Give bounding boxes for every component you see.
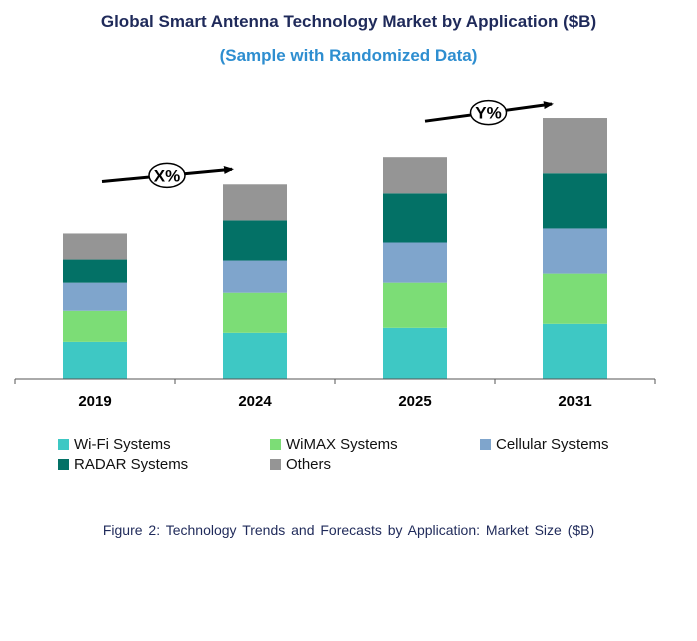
x-tick-label: 2019 [78,393,111,410]
growth-label: Y% [475,104,501,123]
legend-item-wi-fi-systems: Wi-Fi Systems [58,436,171,453]
chart-subtitle: (Sample with Randomized Data) [219,46,478,65]
legend-swatch [480,439,491,450]
bar-2024-wimax-systems [223,292,287,333]
legend-label: Others [286,456,332,473]
legend-label: RADAR Systems [74,456,189,473]
bar-2031-radar-systems [543,173,607,229]
bar-2031-wimax-systems [543,273,607,324]
bar-2024-cellular-systems [223,260,287,293]
bar-2019-wi-fi-systems [63,341,127,379]
bar-2019-cellular-systems [63,282,127,311]
bar-2019-others [63,233,127,260]
chart-title: Global Smart Antenna Technology Market b… [100,12,597,31]
legend-label: WiMAX Systems [286,436,398,453]
legend-swatch [270,439,281,450]
x-tick-label: 2025 [398,393,431,410]
legend-label: Cellular Systems [496,436,609,453]
legend-item-radar-systems: RADAR Systems [58,456,188,473]
x-tick-label: 2024 [238,393,272,410]
bar-2031-cellular-systems [543,228,607,274]
bar-2025-others [383,157,447,194]
growth-label: X% [154,166,180,185]
x-axis: 2019 2024 2025 2031 [14,378,656,410]
legend-item-cellular-systems: Cellular Systems [480,436,609,453]
legend-swatch [58,459,69,470]
bar-2024-radar-systems [223,220,287,261]
bar-2025-cellular-systems [383,242,447,283]
legend-label: Wi-Fi Systems [74,436,171,453]
figure-caption: Figure 2: Technology Trends and Forecast… [102,522,595,538]
bar-2024-wi-fi-systems [223,332,287,379]
bars-group [63,118,607,379]
bar-2031-others [543,118,607,174]
x-tick-label: 2031 [558,393,591,410]
bar-2019-wimax-systems [63,310,127,342]
legend-item-wimax-systems: WiMAX Systems [270,436,398,453]
legend-item-others: Others [270,456,331,473]
growth-label-ellipse [469,99,508,126]
growth-label-ellipse [148,162,186,189]
bar-2025-radar-systems [383,193,447,243]
legend-swatch [58,439,69,450]
bar-2024-others [223,184,287,221]
legend-swatch [270,459,281,470]
growth-annotations: X% Y% [101,99,554,189]
bar-2025-wimax-systems [383,282,447,328]
bar-2025-wi-fi-systems [383,327,447,379]
stacked-bar-chart: 2019 2024 2025 2031 X% Y% [14,99,656,410]
bar-2031-wi-fi-systems [543,323,607,379]
bar-2019-radar-systems [63,259,127,283]
